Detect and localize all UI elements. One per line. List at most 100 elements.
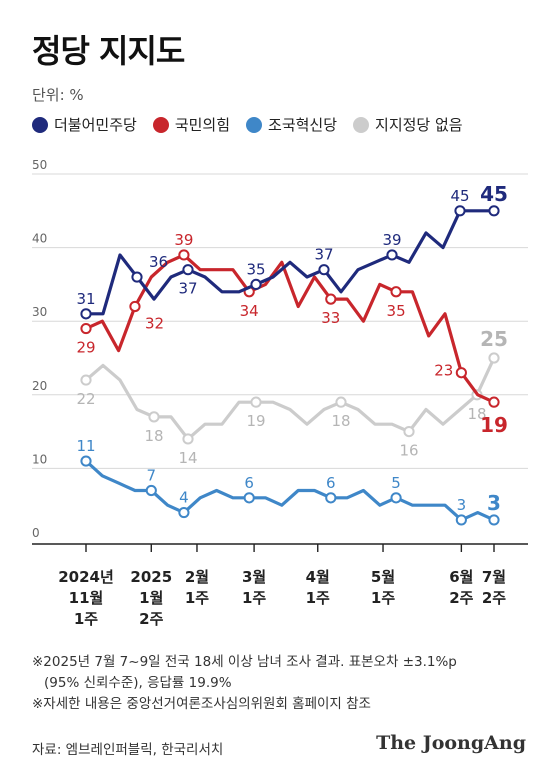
y-tick-label-20: 20 bbox=[32, 379, 47, 393]
note-line-2: (95% 신뢰수준), 응답률 19.9% bbox=[44, 675, 232, 691]
data-label-1-23: 23 bbox=[434, 362, 453, 380]
brand-logo: The JoongAng bbox=[376, 732, 526, 754]
y-tick-label-0: 0 bbox=[32, 526, 40, 540]
data-point-1-15 bbox=[325, 293, 337, 305]
data-label-0-10: 35 bbox=[246, 260, 265, 278]
data-point-1-0 bbox=[80, 322, 92, 335]
data-point-0-10 bbox=[250, 278, 262, 290]
data-label-1-10: 34 bbox=[240, 302, 259, 320]
y-tick-label-10: 10 bbox=[32, 452, 47, 466]
survey-notes: ※2025년 7월 7~9일 전국 18세 이상 남녀 조사 결과. 표본오차 … bbox=[32, 652, 457, 715]
data-point-2-6 bbox=[178, 506, 190, 519]
data-point-1-3 bbox=[129, 300, 141, 313]
legend-item-none: 지지정당 없음 bbox=[353, 114, 463, 135]
data-label-2-25: 3 bbox=[487, 491, 501, 515]
legend-dot-rebuild bbox=[246, 116, 263, 133]
data-label-1-3: 32 bbox=[145, 314, 164, 332]
legend: 더불어민주당 국민의힘 조국혁신당 지지정당 없음 bbox=[32, 114, 463, 135]
data-label-2-10: 6 bbox=[244, 474, 254, 492]
data-label-3-6: 14 bbox=[178, 449, 197, 467]
x-tick-label-5-0: 5월 bbox=[371, 568, 395, 586]
data-label-0-0: 31 bbox=[76, 290, 95, 308]
legend-item-rebuild: 조국혁신당 bbox=[246, 114, 337, 135]
legend-label-none: 지지정당 없음 bbox=[375, 116, 463, 134]
data-point-1-23 bbox=[455, 367, 467, 379]
note-line-3: ※자세한 내용은 중앙선거여론조사심의위원회 홈페이지 참조 bbox=[32, 696, 371, 712]
data-label-3-19: 16 bbox=[399, 442, 418, 460]
data-point-2-0 bbox=[80, 455, 92, 467]
data-point-1-19 bbox=[390, 286, 402, 298]
data-label-1-0: 29 bbox=[76, 339, 95, 357]
data-point-0-14 bbox=[318, 264, 330, 276]
data-label-2-4: 7 bbox=[147, 466, 157, 484]
data-point-0-24 bbox=[488, 205, 500, 217]
y-tick-label-40: 40 bbox=[32, 232, 47, 246]
data-point-3-10 bbox=[250, 396, 262, 408]
data-label-3-15: 18 bbox=[331, 412, 350, 430]
data-label-1-25: 19 bbox=[480, 413, 508, 437]
x-tick-label-1-0: 2025 bbox=[130, 568, 172, 586]
data-point-2-10 bbox=[243, 492, 255, 504]
series-line-0 bbox=[84, 209, 496, 316]
data-label-3-0: 22 bbox=[76, 390, 95, 408]
legend-dot-minjoo bbox=[32, 116, 48, 133]
data-point-0-3 bbox=[131, 271, 143, 283]
data-label-0-18: 39 bbox=[382, 231, 401, 249]
data-point-3-24 bbox=[488, 352, 500, 364]
x-tick-label-7-0: 7월 bbox=[482, 568, 506, 586]
legend-dot-none bbox=[353, 116, 370, 133]
data-point-0-18 bbox=[386, 249, 398, 261]
x-tick-label-0-0: 2024년 bbox=[58, 568, 114, 586]
chart-title: 정당 지지도 bbox=[32, 32, 185, 70]
data-label-2-23: 3 bbox=[457, 496, 467, 514]
legend-dot-ppp bbox=[152, 116, 169, 133]
x-tick-label-0-1: 11월 bbox=[69, 589, 104, 607]
data-label-1-6: 39 bbox=[174, 231, 193, 249]
data-label-0-24: 45 bbox=[480, 182, 508, 206]
x-tick-label-4-0: 4월 bbox=[306, 568, 330, 586]
series-line-1 bbox=[84, 253, 496, 404]
data-point-1-6 bbox=[178, 249, 190, 261]
note-line-1: ※2025년 7월 7~9일 전국 18세 이상 남녀 조사 결과. 표본오차 … bbox=[32, 654, 457, 670]
unit-label: 단위: % bbox=[32, 86, 84, 104]
data-label-2-6: 4 bbox=[179, 489, 189, 507]
data-point-3-19 bbox=[403, 426, 415, 438]
x-tick-label-4-1: 1주 bbox=[306, 589, 330, 607]
x-tick-label-3-0: 3월 bbox=[242, 568, 266, 586]
data-point-0-6 bbox=[182, 264, 194, 276]
data-label-2-0: 11 bbox=[76, 437, 95, 455]
x-tick-label-1-2: 2주 bbox=[139, 610, 163, 628]
data-point-2-23 bbox=[455, 514, 467, 526]
data-point-2-15 bbox=[325, 492, 337, 504]
x-tick-label-2-1: 1주 bbox=[185, 589, 209, 607]
x-tick-label-6-1: 2주 bbox=[449, 589, 473, 607]
x-tick-label-6-0: 6월 bbox=[449, 568, 473, 586]
data-point-2-4 bbox=[145, 484, 157, 497]
x-tick-label-7-1: 2주 bbox=[482, 589, 506, 607]
data-label-2-19: 5 bbox=[391, 474, 401, 492]
data-point-2-19 bbox=[390, 492, 402, 504]
legend-label-rebuild: 조국혁신당 bbox=[268, 116, 338, 134]
legend-label-minjoo: 더불어민주당 bbox=[54, 116, 137, 134]
data-label-0-22: 45 bbox=[450, 187, 469, 205]
x-tick-label-0-2: 1주 bbox=[74, 610, 98, 628]
legend-item-minjoo: 더불어민주당 bbox=[32, 114, 137, 135]
data-point-1-25 bbox=[488, 396, 500, 408]
x-tick-label-3-1: 1주 bbox=[242, 589, 266, 607]
data-point-3-4 bbox=[148, 411, 160, 423]
data-label-3-4: 18 bbox=[144, 427, 163, 445]
data-point-0-22 bbox=[454, 205, 466, 217]
data-point-3-6 bbox=[182, 433, 194, 445]
data-label-1-19: 35 bbox=[387, 302, 406, 320]
legend-label-ppp: 국민의힘 bbox=[174, 116, 231, 134]
data-label-3-23: 18 bbox=[467, 405, 486, 423]
y-tick-label-30: 30 bbox=[32, 305, 47, 319]
x-tick-label-2-0: 2월 bbox=[185, 568, 209, 586]
data-label-3-10: 19 bbox=[246, 412, 265, 430]
legend-item-ppp: 국민의힘 bbox=[152, 114, 231, 135]
data-point-3-15 bbox=[335, 396, 347, 408]
data-point-0-0 bbox=[80, 308, 92, 320]
data-label-2-15: 6 bbox=[326, 474, 336, 492]
data-label-0-6: 37 bbox=[178, 280, 197, 298]
data-point-2-25 bbox=[488, 514, 500, 526]
